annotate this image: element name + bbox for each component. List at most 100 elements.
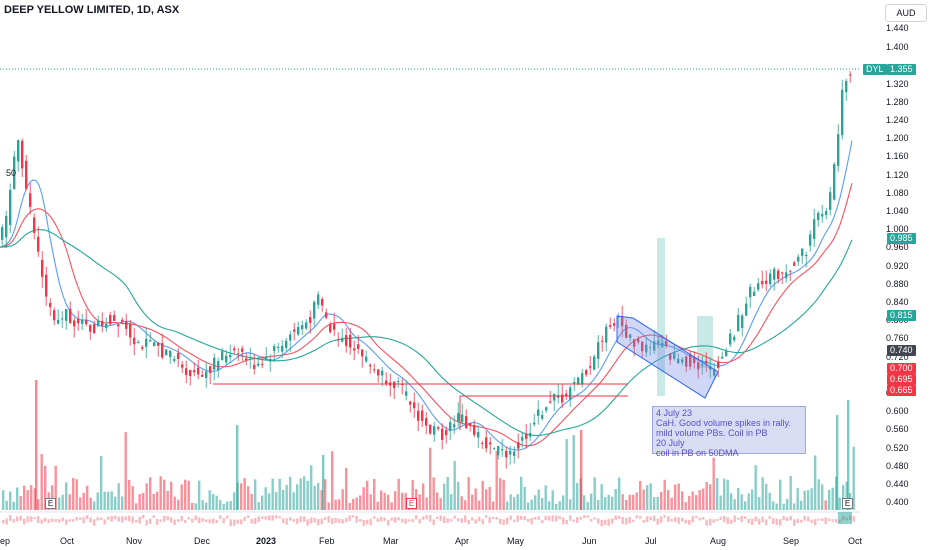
volume-bar bbox=[604, 497, 607, 510]
candle-body bbox=[197, 367, 200, 375]
volume-bar bbox=[744, 501, 747, 510]
candle-body bbox=[401, 384, 404, 386]
candle-body bbox=[669, 353, 672, 360]
candle-body bbox=[777, 270, 780, 279]
indicator-bar bbox=[614, 515, 617, 521]
indicator-bar bbox=[835, 519, 838, 523]
candle-body bbox=[53, 310, 56, 321]
candle-body bbox=[369, 364, 372, 367]
indicator-bar bbox=[443, 516, 446, 523]
candle-body bbox=[29, 193, 32, 207]
candle-body bbox=[709, 366, 712, 370]
volume-bar bbox=[646, 485, 649, 510]
volume-bar bbox=[404, 493, 407, 510]
candle-body bbox=[441, 428, 444, 440]
volume-bar bbox=[765, 483, 768, 510]
price-tick-label: 1.400 bbox=[886, 42, 909, 52]
candle-body bbox=[185, 368, 188, 376]
volume-bar bbox=[124, 432, 127, 510]
currency-button[interactable]: AUD bbox=[885, 4, 927, 22]
candle-body bbox=[465, 416, 468, 429]
price-tick-label: 1.000 bbox=[886, 224, 909, 234]
price-chart[interactable] bbox=[0, 0, 860, 550]
indicator-bar bbox=[474, 519, 477, 524]
volume-bar bbox=[499, 478, 502, 510]
volume-bar bbox=[310, 465, 313, 510]
indicator-bar bbox=[513, 519, 516, 523]
indicator-bar bbox=[642, 519, 645, 523]
candle-body bbox=[741, 315, 744, 328]
candle-body bbox=[285, 340, 288, 348]
volume-bar bbox=[457, 481, 460, 510]
volume-bar bbox=[166, 490, 169, 510]
indicator-bar bbox=[387, 519, 390, 526]
indicator-bar bbox=[369, 518, 372, 526]
ma-line-slow bbox=[0, 229, 853, 437]
annotation-box[interactable] bbox=[652, 406, 806, 454]
indicator-bar bbox=[471, 517, 474, 521]
price-tick-label: 1.200 bbox=[886, 133, 909, 143]
indicator-bar bbox=[667, 516, 670, 523]
candle-body bbox=[525, 433, 528, 439]
candle-body bbox=[61, 318, 64, 320]
volume-bar bbox=[478, 500, 481, 510]
indicator-bar bbox=[656, 518, 659, 525]
indicator-bar bbox=[723, 515, 726, 523]
candle-body bbox=[329, 324, 332, 333]
volume-bar bbox=[373, 478, 376, 510]
volume-bar bbox=[250, 493, 253, 510]
volume-bar bbox=[362, 487, 365, 510]
candle-body bbox=[129, 323, 132, 338]
volume-bar bbox=[803, 490, 806, 510]
price-badge-985: 0.985 bbox=[887, 233, 916, 244]
earnings-marker[interactable]: E bbox=[45, 498, 56, 509]
candle-body bbox=[37, 236, 40, 252]
volume-bar bbox=[730, 493, 733, 510]
candle-body bbox=[17, 140, 20, 162]
volume-bar bbox=[355, 497, 358, 510]
time-tick-label: Jul bbox=[645, 536, 657, 546]
indicator-bar bbox=[481, 519, 484, 525]
indicator-bar bbox=[257, 516, 260, 523]
indicator-bar bbox=[390, 517, 393, 521]
volume-bar bbox=[352, 498, 355, 510]
price-tick-label: 0.520 bbox=[886, 443, 909, 453]
indicator-bar bbox=[688, 519, 691, 525]
price-tick-label: 1.280 bbox=[886, 97, 909, 107]
earnings-marker[interactable]: E bbox=[842, 498, 853, 509]
volume-bar bbox=[376, 501, 379, 510]
indicator-bar bbox=[226, 515, 229, 519]
volume-bar bbox=[96, 492, 99, 510]
candle-body bbox=[469, 423, 472, 426]
indicator-bar bbox=[110, 516, 113, 522]
candle-body bbox=[633, 339, 636, 347]
candle-body bbox=[81, 320, 84, 324]
indicator-bar bbox=[282, 518, 285, 524]
candle-body bbox=[765, 280, 768, 284]
candle-body bbox=[521, 436, 524, 441]
volume-bar bbox=[716, 477, 719, 510]
indicator-bar bbox=[68, 519, 71, 522]
time-tick-label: Feb bbox=[319, 536, 335, 546]
earnings-marker[interactable]: E bbox=[406, 498, 417, 509]
indicator-bar bbox=[495, 516, 498, 520]
candle-body bbox=[657, 340, 660, 344]
annotation-line-5: coil in PB on 50DMA bbox=[656, 448, 739, 458]
volume-bar bbox=[425, 497, 428, 510]
candle-body bbox=[645, 344, 648, 353]
volume-bar bbox=[471, 494, 474, 510]
candle-body bbox=[589, 366, 592, 368]
indicator-bar bbox=[534, 516, 537, 520]
indicator-bar bbox=[366, 519, 369, 525]
price-tick-label: 1.320 bbox=[886, 79, 909, 89]
volume-bar bbox=[681, 491, 684, 510]
indicator-bar bbox=[593, 517, 596, 520]
volume-bar bbox=[100, 456, 103, 510]
indicator-bar bbox=[397, 517, 400, 521]
indicator-bar bbox=[719, 516, 722, 520]
indicator-bar bbox=[572, 519, 575, 522]
volume-bar bbox=[453, 460, 456, 510]
indicator-bar bbox=[523, 516, 526, 521]
volume-bar bbox=[401, 492, 404, 510]
chart-area[interactable] bbox=[0, 0, 860, 550]
